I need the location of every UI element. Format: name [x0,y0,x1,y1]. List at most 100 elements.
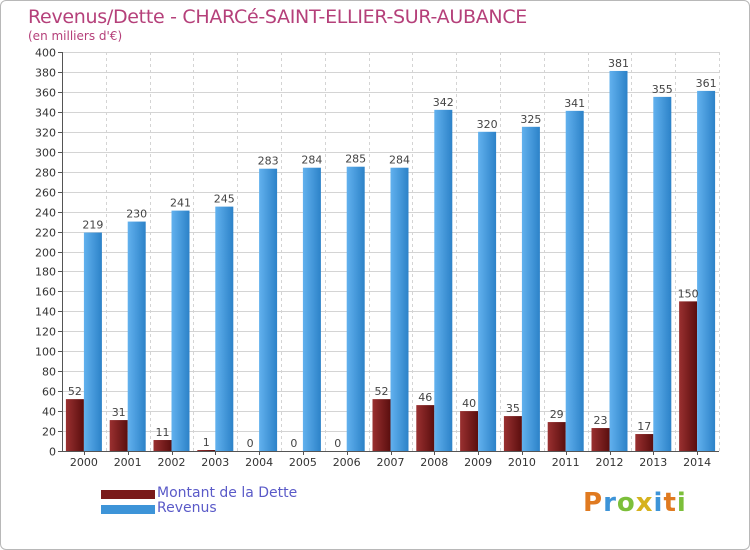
data-label-revenus: 341 [564,97,585,110]
x-tick-label: 2013 [639,456,667,469]
data-label-revenus: 361 [696,77,717,90]
chart-subtitle: (en milliers d'€) [28,29,123,43]
bar-revenus [215,206,234,451]
bar-revenus [434,109,453,451]
x-tick-label: 2008 [420,456,448,469]
x-tick-label: 2001 [114,456,142,469]
x-tick-label: 2002 [158,456,186,469]
x-tick-label: 2010 [508,456,536,469]
y-tick-label: 400 [35,47,56,60]
legend-swatch-dette [101,490,155,499]
bar-revenus [127,221,146,451]
bar-dette [65,399,84,451]
x-tick-label: 2011 [552,456,580,469]
data-label-dette: 52 [68,385,82,398]
y-tick-label: 220 [35,227,56,240]
bar-dette [591,428,610,451]
data-label-dette: 31 [112,406,126,419]
bar-revenus [653,96,672,451]
data-label-revenus: 284 [301,154,322,167]
y-tick-label: 20 [42,426,56,439]
bar-revenus [697,90,716,451]
y-tick-label: 360 [35,87,56,100]
legend-swatch-revenus [101,505,155,514]
data-label-revenus: 284 [389,154,410,167]
bar-revenus [346,166,365,451]
y-tick-label: 0 [49,446,56,459]
data-label-dette: 11 [156,426,170,439]
data-label-dette: 1 [203,436,210,449]
x-tick-label: 2009 [464,456,492,469]
bar-dette [416,405,435,451]
x-tick-label: 2005 [289,456,317,469]
y-tick-label: 60 [42,386,56,399]
y-tick-label: 120 [35,326,56,339]
bar-revenus [390,167,409,451]
y-tick-label: 100 [35,346,56,359]
proxiti-logo: Proxiti [583,488,687,518]
data-label-revenus: 320 [477,118,498,131]
data-label-dette: 52 [375,385,389,398]
bar-dette [109,420,128,451]
logo-letter: t [663,488,677,518]
bar-revenus [609,70,628,451]
data-label-dette: 29 [550,408,564,421]
data-label-revenus: 342 [433,96,454,109]
data-label-dette: 17 [637,420,651,433]
logo-letter: i [653,488,664,518]
y-tick-label: 280 [35,167,56,180]
bar-dette [153,440,172,451]
logo-letter: o [616,488,636,518]
legend-label-revenus: Revenus [157,500,217,516]
y-tick-label: 80 [42,366,56,379]
data-label-dette: 150 [678,287,699,300]
y-tick-label: 240 [35,207,56,220]
data-label-dette: 40 [462,397,476,410]
data-labels: 52 219 31 230 11 241 1 245 0 283 0 284 0 285 52 284 46 34… [68,57,717,450]
y-tick-label: 260 [35,187,56,200]
x-tick-label: 2012 [596,456,624,469]
data-label-dette: 0 [247,437,254,450]
x-tick-label: 2004 [245,456,273,469]
y-tick-label: 40 [42,406,56,419]
y-tick-label: 140 [35,306,56,319]
bar-dette [547,422,566,451]
bars [65,70,716,452]
bar-dette [679,301,698,451]
data-label-dette: 46 [418,391,432,404]
bar-revenus [478,131,497,452]
bar-dette [503,416,522,451]
bar-revenus [83,232,102,451]
bar-revenus [171,210,190,451]
bar-revenus [259,168,278,451]
chart-title: Revenus/Dette - CHARCé-SAINT-ELLIER-SUR-… [28,6,527,28]
y-tick-label: 300 [35,147,56,160]
data-label-revenus: 241 [170,197,191,210]
data-label-revenus: 245 [214,193,235,206]
x-tick-label: 2003 [201,456,229,469]
data-label-revenus: 230 [126,208,147,221]
bar-dette [372,399,391,451]
y-tick-label: 160 [35,286,56,299]
y-tick-label: 380 [35,67,56,80]
bar-dette [635,434,654,451]
data-label-dette: 23 [594,414,608,427]
axes: 0204060801001201401601802002202402602803… [35,47,719,469]
x-tick-label: 2000 [70,456,98,469]
logo-letter: x [635,488,654,518]
data-label-revenus: 325 [520,113,541,126]
data-label-dette: 35 [506,402,520,415]
bar-revenus [565,110,584,451]
data-label-revenus: 381 [608,57,629,70]
legend-label-dette: Montant de la Dette [157,485,298,501]
y-tick-label: 340 [35,107,56,120]
y-tick-label: 200 [35,247,56,260]
y-tick-label: 320 [35,127,56,140]
data-label-revenus: 355 [652,83,673,96]
data-label-dette: 0 [334,437,341,450]
data-label-dette: 0 [290,437,297,450]
data-label-revenus: 283 [258,155,279,168]
bar-revenus [521,126,540,451]
bar-dette [197,450,216,451]
